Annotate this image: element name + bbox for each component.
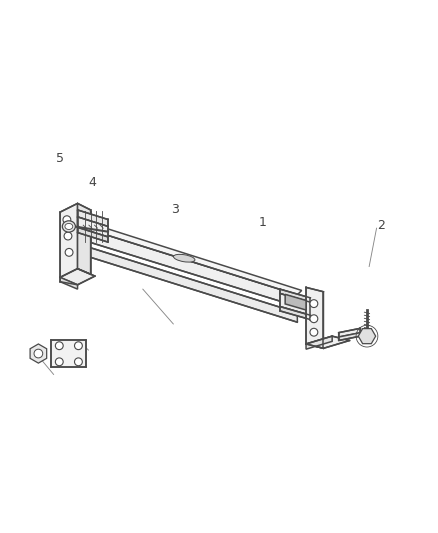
Polygon shape bbox=[75, 220, 80, 238]
Ellipse shape bbox=[62, 221, 75, 232]
Ellipse shape bbox=[173, 254, 195, 262]
Circle shape bbox=[55, 358, 63, 366]
Polygon shape bbox=[78, 228, 108, 242]
Polygon shape bbox=[306, 336, 332, 349]
Polygon shape bbox=[75, 225, 297, 306]
Polygon shape bbox=[78, 217, 108, 237]
Polygon shape bbox=[60, 204, 78, 277]
Polygon shape bbox=[280, 289, 311, 302]
Polygon shape bbox=[306, 287, 323, 349]
Circle shape bbox=[64, 232, 72, 240]
Polygon shape bbox=[51, 341, 86, 367]
Text: 5: 5 bbox=[56, 152, 64, 165]
Circle shape bbox=[310, 315, 318, 322]
Text: 2: 2 bbox=[378, 219, 385, 232]
Polygon shape bbox=[285, 294, 306, 310]
Polygon shape bbox=[60, 277, 78, 289]
Circle shape bbox=[63, 216, 71, 224]
Circle shape bbox=[310, 328, 318, 336]
Polygon shape bbox=[339, 328, 360, 337]
Text: 1: 1 bbox=[258, 216, 266, 230]
Ellipse shape bbox=[65, 223, 73, 230]
Circle shape bbox=[65, 248, 73, 256]
Polygon shape bbox=[78, 210, 108, 227]
Polygon shape bbox=[306, 336, 350, 349]
Circle shape bbox=[74, 342, 82, 350]
Polygon shape bbox=[78, 204, 91, 274]
Polygon shape bbox=[280, 306, 311, 320]
Circle shape bbox=[310, 300, 318, 308]
Polygon shape bbox=[280, 294, 311, 315]
Polygon shape bbox=[339, 333, 360, 341]
Text: 3: 3 bbox=[172, 203, 180, 215]
Circle shape bbox=[55, 342, 63, 350]
Polygon shape bbox=[75, 220, 302, 295]
Circle shape bbox=[34, 349, 43, 358]
Polygon shape bbox=[75, 243, 297, 322]
Text: 4: 4 bbox=[89, 176, 97, 189]
Polygon shape bbox=[60, 269, 95, 285]
Circle shape bbox=[74, 358, 82, 366]
